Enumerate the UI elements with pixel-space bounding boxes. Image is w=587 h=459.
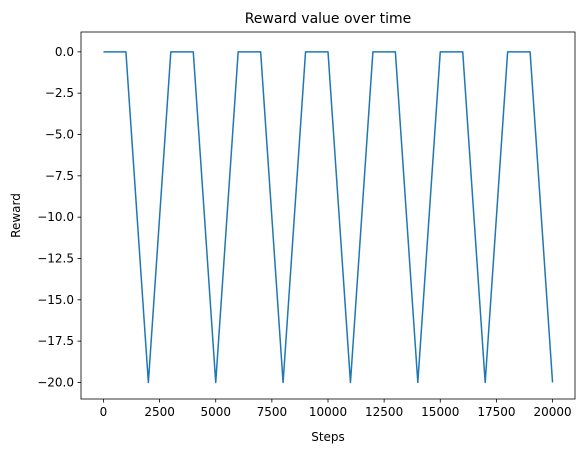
x-tick-label: 5000 <box>200 405 231 419</box>
y-tick-label: −5.0 <box>45 127 74 141</box>
y-tick-label: −17.5 <box>37 334 74 348</box>
data-series-line <box>103 51 554 384</box>
x-tick-label: 0 <box>100 405 108 419</box>
x-tick-label: 15000 <box>421 405 459 419</box>
y-tick-label: −20.0 <box>37 375 74 389</box>
x-tick-label: 12500 <box>365 405 403 419</box>
x-tick-label: 20000 <box>533 405 571 419</box>
y-tick-label: −10.0 <box>37 210 74 224</box>
y-tick-label: −2.5 <box>45 86 74 100</box>
y-tick-label: −7.5 <box>45 169 74 183</box>
x-axis-label: Steps <box>311 430 345 444</box>
x-tick-label: 17500 <box>477 405 515 419</box>
x-tick-label: 10000 <box>309 405 347 419</box>
chart-title: Reward value over time <box>245 11 412 27</box>
y-axis-label: Reward <box>9 193 23 238</box>
y-tick-label: 0.0 <box>55 45 74 59</box>
x-tick-label: 7500 <box>257 405 288 419</box>
x-tick-label: 2500 <box>144 405 175 419</box>
plot-area: 0 2500 5000 7500 10000 12500 15000 17500 20000 0.… <box>37 31 576 419</box>
y-tick-label: −12.5 <box>37 251 74 265</box>
y-tick-label: −15.0 <box>37 293 74 307</box>
axes-frame <box>80 31 576 400</box>
